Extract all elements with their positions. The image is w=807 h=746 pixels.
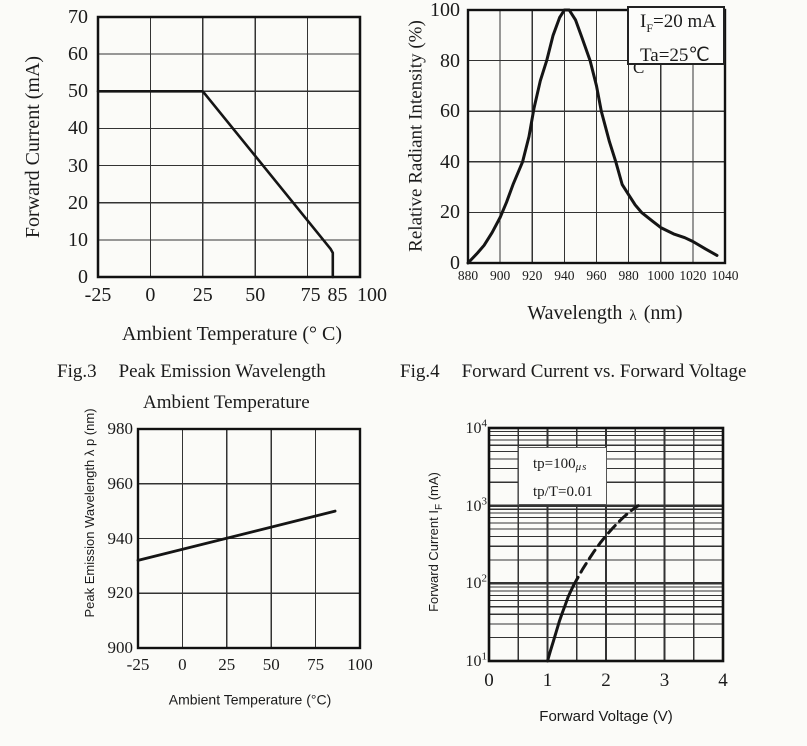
peak-wavelength-plot-canvas <box>136 427 362 650</box>
spectrum-x-label-text: Wavelength <box>527 302 623 324</box>
y-tick-label: 940 <box>107 528 134 548</box>
y-tick-label: 60 <box>440 100 460 123</box>
x-tick-label: 1020 <box>679 268 707 283</box>
fig3-caption-line2: Ambient Temperature <box>143 392 310 413</box>
x-tick-label: 900 <box>490 268 511 283</box>
series-vf-if-solid <box>546 584 575 663</box>
y-tick-label: 0 <box>450 252 460 274</box>
spectrum-plot-canvas <box>466 8 727 265</box>
derating-x-axis-label: Ambient Temperature (° C) <box>121 323 343 345</box>
chart-forward-current-vs-voltage: Forward Current IF (mA) Forward Voltage … <box>420 400 807 746</box>
x-tick-label: 50 <box>262 655 280 674</box>
test-condition-box: tp=100μs tp/T=0.01 <box>518 447 607 505</box>
fig4-caption-title: Forward Current vs. Forward Voltage <box>461 361 747 382</box>
y-tick-label: 104 <box>465 417 488 438</box>
y-tick-label: 920 <box>107 583 134 603</box>
plot-border <box>96 15 362 279</box>
y-tick-label: 10 <box>68 228 88 251</box>
peak-wavelength-x-axis-label: Ambient Temperature (°C) <box>168 691 332 708</box>
y-tick-label: 80 <box>440 49 460 72</box>
x-tick-label: 960 <box>586 268 607 283</box>
x-tick-label: 980 <box>618 268 639 283</box>
y-tick-label: 100 <box>430 0 460 21</box>
duty-cycle-condition: tp/T=0.01 <box>533 484 593 500</box>
chart-spectral-distribution: Relative Radiant Intensity (%) Wavelengt… <box>400 0 807 345</box>
x-tick-label: 3 <box>659 670 670 691</box>
spectrum-x-label-unit: (nm) <box>643 302 683 324</box>
x-tick-label: 1000 <box>647 268 675 283</box>
x-tick-label: 4 <box>718 670 728 691</box>
x-tick-label: 50 <box>245 284 266 306</box>
legend-test-condition-temperature: Ta=25℃ <box>640 44 710 66</box>
x-tick-label: 85 <box>327 284 348 306</box>
y-tick-label: 101 <box>465 650 488 671</box>
series-peak-emission-wavelength <box>136 509 337 562</box>
x-tick-label: 940 <box>554 268 575 283</box>
x-tick-label: 25 <box>192 284 213 306</box>
x-tick-label: 0 <box>484 670 494 691</box>
x-tick-label: 0 <box>178 655 187 674</box>
y-tick-label: 0 <box>78 266 88 288</box>
y-tick-label: 102 <box>465 573 488 593</box>
y-tick-label: 960 <box>107 473 134 493</box>
y-tick-label: 103 <box>465 495 488 515</box>
y-tick-label: 70 <box>68 6 88 28</box>
series-vf-if-dashed <box>571 504 640 588</box>
plot-border <box>466 8 727 265</box>
x-tick-label: -25 <box>126 655 150 674</box>
y-tick-label: 40 <box>68 117 88 140</box>
legend-test-condition-current: IF=20 mA <box>640 11 716 35</box>
x-tick-label: 25 <box>218 655 236 674</box>
x-tick-label: 920 <box>522 268 543 283</box>
x-tick-label: 1040 <box>711 268 739 283</box>
y-tick-label: 40 <box>440 150 460 173</box>
y-tick-label: 980 <box>107 418 134 438</box>
legend-box: IF=20 mA Ta=25℃ <box>627 6 725 66</box>
x-tick-label: 100 <box>357 284 387 306</box>
fig3-caption-label: Fig.3 <box>57 361 97 382</box>
lambda-symbol: λ <box>629 308 637 324</box>
pulse-width-condition: tp=100μs <box>533 456 588 473</box>
partial-character-artifact: C <box>633 58 645 77</box>
y-tick-label: 50 <box>68 80 88 103</box>
x-tick-label: 100 <box>347 655 373 674</box>
x-tick-label: 75 <box>307 655 325 674</box>
y-tick-label: 900 <box>107 637 134 657</box>
series-relative-radiant-intensity <box>466 8 719 265</box>
plot-border <box>487 426 725 663</box>
fig3-caption-title: Peak Emission Wavelength <box>118 361 326 382</box>
vi-curve-x-axis-label: Forward Voltage (V) <box>539 708 673 725</box>
y-tick-label: 30 <box>68 154 88 177</box>
plot-border <box>136 427 362 650</box>
y-tick-label: 20 <box>440 201 460 224</box>
y-tick-label: 20 <box>68 191 88 214</box>
y-tick-label: 60 <box>68 43 88 66</box>
chart-peak-emission-wavelength: Peak Emission Wavelength λ p (nm) Ambien… <box>40 408 400 746</box>
x-tick-label: 1 <box>542 670 553 691</box>
x-tick-label: 880 <box>457 268 479 283</box>
x-tick-label: 0 <box>145 284 156 306</box>
fig3-caption: Fig.3 Peak Emission Wavelength <box>57 361 326 384</box>
fig4-caption: Fig.4 Forward Current vs. Forward Voltage <box>400 361 746 384</box>
derating-plot-canvas <box>96 15 362 279</box>
spectrum-x-axis-label: Wavelength λ (nm) <box>527 301 682 325</box>
x-tick-label: -25 <box>84 284 112 306</box>
series-max-forward-current <box>96 90 335 279</box>
chart-forward-current-derating: Forward Current (mA) Ambient Temperature… <box>0 0 400 360</box>
fig4-caption-label: Fig.4 <box>400 361 440 382</box>
x-tick-label: 75 <box>300 284 321 306</box>
x-tick-label: 2 <box>601 670 611 691</box>
